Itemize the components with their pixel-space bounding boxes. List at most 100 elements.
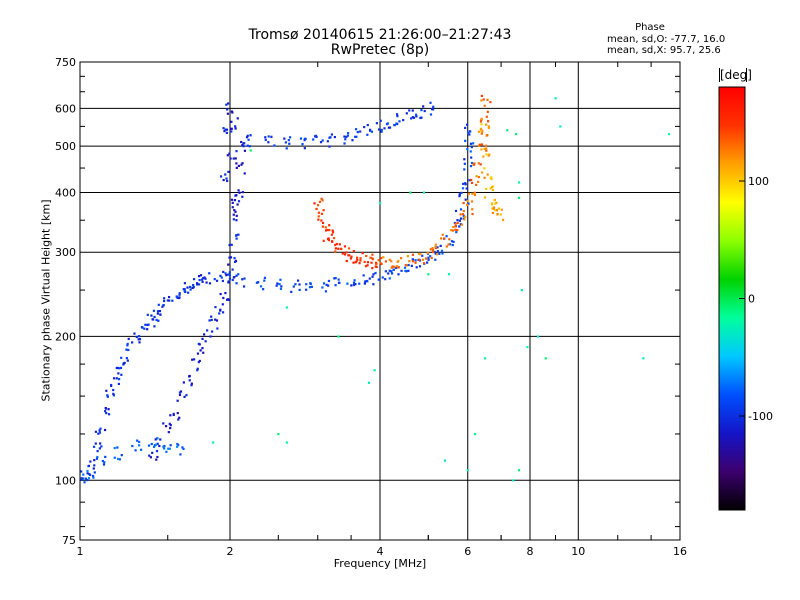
data-point bbox=[190, 382, 193, 385]
data-point bbox=[167, 295, 171, 299]
data-point bbox=[138, 341, 141, 344]
data-point bbox=[489, 101, 492, 104]
data-point bbox=[436, 253, 439, 256]
data-point bbox=[354, 128, 358, 131]
data-point bbox=[456, 228, 459, 232]
data-point bbox=[198, 278, 201, 282]
data-point bbox=[411, 109, 414, 112]
data-point bbox=[365, 254, 368, 258]
data-point bbox=[153, 315, 156, 319]
data-point bbox=[231, 268, 234, 271]
data-point bbox=[80, 477, 83, 480]
data-point bbox=[418, 265, 422, 268]
data-point bbox=[305, 283, 308, 286]
data-point bbox=[481, 171, 484, 174]
data-point bbox=[222, 270, 225, 274]
data-point bbox=[430, 256, 433, 260]
data-point bbox=[188, 379, 191, 382]
data-point bbox=[219, 274, 222, 277]
data-point bbox=[320, 197, 323, 200]
data-point bbox=[350, 284, 353, 287]
data-point bbox=[221, 303, 224, 306]
data-point bbox=[226, 298, 230, 301]
data-point bbox=[201, 337, 204, 340]
data-point bbox=[113, 456, 116, 459]
data-point bbox=[93, 464, 96, 467]
data-point bbox=[434, 245, 437, 248]
data-point bbox=[185, 394, 188, 397]
data-point bbox=[234, 210, 237, 213]
data-point bbox=[430, 108, 434, 111]
data-point bbox=[330, 133, 333, 136]
data-point bbox=[408, 260, 411, 263]
grid-lines bbox=[80, 62, 680, 540]
data-point bbox=[487, 126, 491, 129]
data-point bbox=[314, 134, 317, 137]
data-point bbox=[392, 268, 395, 271]
data-point bbox=[491, 188, 495, 192]
data-point bbox=[203, 333, 206, 336]
data-point bbox=[343, 253, 347, 256]
data-point bbox=[112, 394, 115, 397]
data-point bbox=[80, 478, 83, 481]
data-point bbox=[364, 265, 368, 268]
data-point bbox=[290, 290, 293, 293]
data-point bbox=[93, 471, 96, 474]
y-tick-label: 300 bbox=[55, 246, 76, 259]
data-point bbox=[366, 264, 369, 267]
data-point bbox=[352, 261, 355, 264]
data-point bbox=[230, 243, 233, 246]
data-point bbox=[387, 126, 391, 129]
data-point bbox=[431, 247, 434, 250]
data-point bbox=[317, 215, 320, 218]
data-point bbox=[221, 311, 225, 314]
data-point bbox=[227, 170, 230, 173]
data-point bbox=[234, 127, 237, 130]
data-point bbox=[243, 142, 246, 145]
data-point bbox=[164, 425, 168, 428]
data-point bbox=[400, 269, 403, 272]
data-point bbox=[303, 147, 306, 150]
data-point bbox=[196, 367, 199, 370]
data-point bbox=[420, 109, 423, 112]
data-point bbox=[414, 261, 417, 264]
data-point bbox=[158, 310, 162, 313]
data-point bbox=[469, 130, 472, 133]
data-point bbox=[477, 162, 480, 165]
y-tick-label: 75 bbox=[62, 534, 76, 547]
data-point bbox=[426, 261, 429, 264]
data-point bbox=[388, 277, 391, 280]
data-point bbox=[117, 372, 120, 375]
data-point bbox=[298, 283, 301, 286]
data-point bbox=[352, 283, 355, 287]
data-point bbox=[517, 196, 521, 199]
data-point bbox=[479, 163, 482, 166]
data-point bbox=[224, 272, 227, 275]
data-point bbox=[106, 395, 109, 398]
data-point bbox=[462, 182, 465, 185]
data-point bbox=[483, 176, 486, 179]
data-point bbox=[131, 444, 134, 448]
data-point bbox=[92, 445, 96, 448]
data-point bbox=[127, 348, 130, 352]
data-point bbox=[82, 477, 85, 480]
data-point bbox=[480, 123, 483, 126]
data-point bbox=[125, 348, 128, 351]
data-point bbox=[82, 473, 85, 476]
data-point bbox=[188, 374, 191, 378]
data-point bbox=[485, 123, 488, 126]
data-point bbox=[101, 459, 104, 463]
data-point bbox=[87, 477, 91, 480]
data-point bbox=[440, 249, 444, 252]
phase-stats-title: Phase bbox=[635, 22, 665, 33]
data-point bbox=[365, 279, 368, 283]
data-point bbox=[352, 249, 355, 253]
data-point bbox=[466, 148, 469, 151]
data-point bbox=[106, 394, 109, 397]
data-point bbox=[228, 274, 232, 277]
data-point bbox=[183, 290, 186, 293]
data-point bbox=[362, 274, 365, 277]
data-point bbox=[488, 153, 491, 156]
data-point bbox=[485, 134, 488, 137]
data-point bbox=[104, 410, 107, 413]
